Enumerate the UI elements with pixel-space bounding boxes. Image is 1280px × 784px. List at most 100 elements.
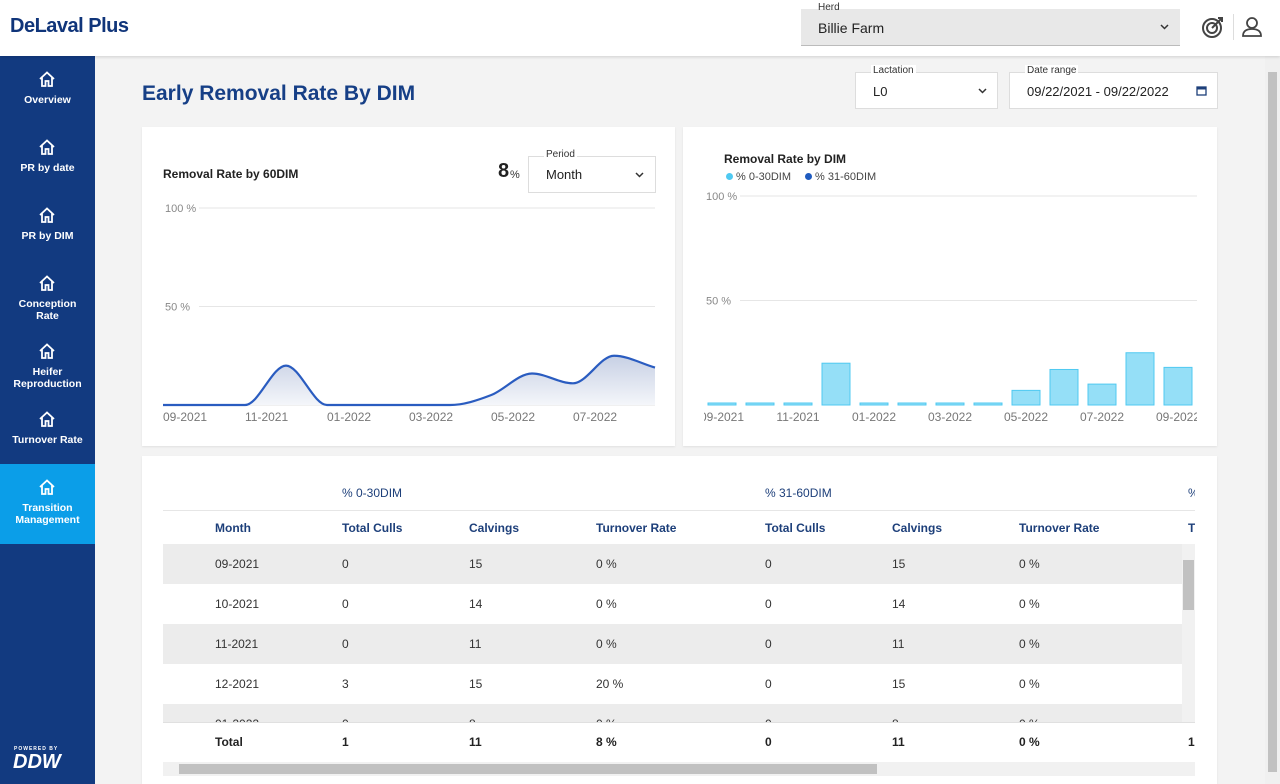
table-row: 10-2021 0 14 0 % 0 14 0 % bbox=[163, 584, 1182, 624]
legend-item: % 0-30DIM bbox=[726, 171, 791, 183]
x-tick-label: 09-2021 bbox=[163, 410, 207, 424]
x-tick-label: 09-2022 bbox=[1156, 410, 1200, 424]
table-cell: 10-2021 bbox=[215, 597, 260, 611]
line-chart: 50 % 100 % 09-2021 11-2021 01-2022 03-2022 05-… bbox=[163, 203, 656, 424]
table-cell: 0 bbox=[765, 637, 772, 651]
period-value: Month bbox=[546, 167, 583, 182]
column-header: Total Culls bbox=[765, 521, 826, 535]
page-scrollbar[interactable] bbox=[1265, 56, 1280, 784]
nav-item[interactable]: Overview bbox=[0, 56, 95, 124]
herd-value: Billie Farm bbox=[818, 20, 885, 36]
table-cell: 12-2021 bbox=[215, 677, 260, 691]
table-cell: 20 % bbox=[596, 677, 624, 691]
table-cell: 11-2021 bbox=[215, 637, 259, 651]
chart-title: Removal Rate by 60DIM bbox=[163, 167, 299, 181]
table-cell: 09-2021 bbox=[215, 557, 260, 571]
horizontal-scrollbar[interactable] bbox=[163, 762, 1195, 776]
table-row: 01-2022 0 8 0 % 0 8 0 % bbox=[163, 704, 1182, 722]
footer-caption: POWERED BY bbox=[14, 746, 59, 752]
nav-label: PR by DIM bbox=[21, 230, 74, 242]
legend-label: % 31-60DIM bbox=[815, 171, 877, 183]
nav-item[interactable]: Heifer Reproduction bbox=[0, 328, 95, 396]
nav-label: PR by date bbox=[20, 162, 75, 174]
table-cell: 0 bbox=[342, 557, 349, 571]
nav-item[interactable]: PR by date bbox=[0, 124, 95, 192]
table-row: 12-2021 3 15 20 % 0 15 0 % bbox=[163, 664, 1182, 704]
column-header: Calvings bbox=[892, 521, 943, 535]
table-cell: 15 bbox=[892, 677, 906, 691]
filter-value: 09/22/2021 - 09/22/2022 bbox=[1027, 84, 1169, 99]
x-tick-label: 09-2021 bbox=[700, 410, 744, 424]
x-tick-label: 03-2022 bbox=[928, 410, 972, 424]
table-cell: 0 bbox=[342, 597, 349, 611]
footer-logo: DDW bbox=[13, 751, 61, 773]
table-cell: 15 bbox=[892, 557, 906, 571]
nav-item[interactable]: PR by DIM bbox=[0, 192, 95, 260]
herd-label: Herd bbox=[818, 2, 840, 13]
nav-label: Heifer Reproduction bbox=[13, 366, 82, 390]
lactation-select[interactable]: Lactation L0 bbox=[855, 65, 998, 109]
table-row: 09-2021 0 15 0 % 0 15 0 % bbox=[163, 544, 1182, 584]
x-axis: 09-2021 11-2021 01-2022 03-2022 05-2022 07-20… bbox=[700, 410, 1200, 424]
table-cell: 11 bbox=[892, 637, 905, 651]
date-range[interactable]: Date range 09/22/2021 - 09/22/2022 bbox=[1009, 65, 1218, 109]
user-icon[interactable] bbox=[1242, 16, 1262, 38]
filter-label: Lactation bbox=[871, 65, 916, 76]
table-cell: 0 bbox=[765, 717, 772, 722]
x-tick-label: 07-2022 bbox=[1080, 410, 1124, 424]
column-header: To bbox=[1188, 521, 1195, 535]
goals-icon[interactable] bbox=[1201, 15, 1225, 39]
x-tick-label: 11-2021 bbox=[776, 410, 819, 424]
y-tick-label: 100 % bbox=[706, 191, 737, 203]
table-cell: 15 bbox=[469, 557, 483, 571]
y-tick-label: 100 % bbox=[165, 203, 196, 215]
period-label: Period bbox=[544, 149, 577, 160]
nav-item[interactable]: Transition Management bbox=[0, 464, 95, 544]
bar bbox=[1125, 352, 1155, 406]
nav-item[interactable]: Conception Rate bbox=[0, 260, 95, 328]
table-scrollbar[interactable] bbox=[1182, 544, 1195, 722]
nav-label: Transition Management bbox=[15, 502, 80, 526]
total-cell: 11 bbox=[469, 735, 482, 749]
column-header: Calvings bbox=[469, 521, 520, 535]
nav-label: Conception Rate bbox=[18, 298, 77, 322]
nav-icon bbox=[39, 275, 55, 291]
herd-select[interactable]: Herd Billie Farm bbox=[801, 2, 1180, 46]
total-cell: 8 % bbox=[596, 735, 617, 749]
y-tick-label: 50 % bbox=[706, 296, 731, 308]
bar bbox=[707, 402, 737, 406]
table-cell: 0 bbox=[765, 597, 772, 611]
table-cell: 0 % bbox=[1019, 557, 1040, 571]
top-bar: DeLaval Plus Herd Billie Farm bbox=[0, 0, 1280, 56]
table-cell: 0 % bbox=[596, 557, 617, 571]
group-header: % 31-60DIM bbox=[765, 486, 832, 500]
table-cell: 0 bbox=[342, 637, 349, 651]
table-row: 11-2021 0 11 0 % 0 11 0 % bbox=[163, 624, 1182, 664]
total-cell: 1 bbox=[1188, 735, 1195, 749]
table-total: Total 1 11 8 % 0 11 0 % 1 bbox=[163, 722, 1195, 761]
table-cell: 01-2022 bbox=[215, 717, 259, 722]
bar bbox=[1163, 366, 1193, 406]
total-cell: 1 bbox=[342, 735, 349, 749]
column-header: Turnover Rate bbox=[1019, 521, 1100, 535]
nav-icon bbox=[39, 139, 55, 155]
nav-label: Turnover Rate bbox=[12, 434, 83, 446]
bar bbox=[783, 402, 813, 406]
bar-chart: 50 % 100 % 09-2021 11-2021 01-2022 03-2022 05-… bbox=[700, 191, 1200, 424]
nav-item[interactable]: Turnover Rate bbox=[0, 396, 95, 464]
column-header: Turnover Rate bbox=[596, 521, 677, 535]
table-cell: 15 bbox=[469, 677, 483, 691]
nav-icon bbox=[39, 479, 55, 495]
table-card: % 0-30DIM % 31-60DIM% Month Total Culls Calv… bbox=[142, 456, 1217, 784]
bar bbox=[859, 402, 889, 406]
table-cell: 0 % bbox=[1019, 597, 1040, 611]
table-cell: 8 bbox=[469, 717, 476, 722]
table-cell: 3 bbox=[342, 677, 349, 691]
group-header: % 0-30DIM bbox=[342, 486, 403, 500]
period-select[interactable]: Period Month bbox=[528, 149, 656, 193]
total-cell: 11 bbox=[892, 735, 905, 749]
column-header: Total Culls bbox=[342, 521, 403, 535]
table-body: 09-2021 0 15 0 % 0 15 0 % 10-2021 0 14 0 % 0 14 0 % 11… bbox=[163, 544, 1182, 722]
x-tick-label: 05-2022 bbox=[491, 410, 535, 424]
legend-swatch bbox=[726, 173, 733, 180]
